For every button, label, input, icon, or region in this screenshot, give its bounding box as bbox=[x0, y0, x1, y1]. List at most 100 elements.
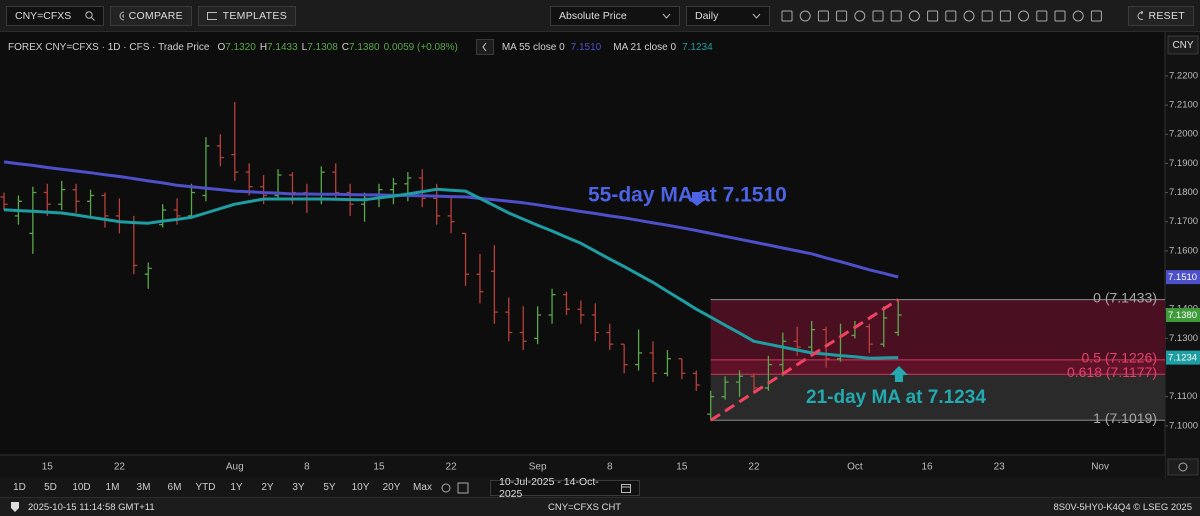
range-button[interactable]: 10D bbox=[72, 482, 91, 493]
status-right: 8S0V-5HY0-K4Q4 © LSEG 2025 bbox=[1053, 501, 1193, 513]
tool-icon[interactable] bbox=[890, 10, 902, 21]
shield-icon bbox=[11, 502, 19, 512]
x-axis-panel bbox=[0, 455, 1165, 478]
ohlc-item: H7.1433 bbox=[260, 42, 298, 53]
moving-average bbox=[3, 187, 899, 360]
x-tick-label: 15 bbox=[373, 462, 385, 473]
y-tick-label: 7.2200 bbox=[1169, 70, 1198, 81]
tool-icon[interactable] bbox=[1036, 10, 1048, 21]
tool-icon[interactable] bbox=[817, 10, 829, 21]
x-tick-label: 22 bbox=[748, 462, 760, 473]
price-mode-dropdown[interactable]: Absolute Price bbox=[550, 5, 680, 26]
tool-icon[interactable] bbox=[1090, 10, 1102, 21]
range-button[interactable]: 1D bbox=[13, 482, 26, 493]
x-tick-label: Oct bbox=[847, 462, 863, 473]
x-tick-label: 22 bbox=[114, 462, 126, 473]
ma-legend-item: MA 55 close 0 7.1510 bbox=[502, 42, 601, 53]
fib-label: 1 (7.1019) bbox=[1093, 410, 1157, 426]
currency: CNY bbox=[1172, 40, 1193, 51]
status-bar: 2025-10-15 11:14:58 GMT+11 CNY=CFXS CHT … bbox=[0, 497, 1200, 516]
range-button[interactable]: 1M bbox=[105, 482, 120, 493]
templates-button[interactable]: TEMPLATES bbox=[198, 5, 296, 26]
ma-legend-value: 7.1510 bbox=[570, 41, 602, 53]
range-button[interactable]: 5D bbox=[44, 482, 57, 493]
tool-icon[interactable] bbox=[1072, 10, 1084, 21]
fib-zone bbox=[710, 374, 1165, 421]
y-axis-panel bbox=[1165, 32, 1200, 478]
ohlc-key: C bbox=[341, 41, 350, 53]
range-button[interactable]: 6M bbox=[167, 482, 182, 493]
instrument: FOREX CNY=CFXS · 1D · CFS · Trade Price bbox=[8, 41, 210, 53]
axis-marker bbox=[1166, 308, 1200, 323]
x-tick-label: Aug bbox=[226, 462, 244, 473]
interval-dropdown[interactable]: Daily bbox=[686, 5, 770, 26]
ohlc-item: L7.1308 bbox=[302, 42, 338, 53]
ohlc-readout: O7.1320 H7.1433 L7.1308 C7.1380 bbox=[217, 42, 379, 53]
tool-icon[interactable] bbox=[945, 10, 957, 21]
x-tick-label: Nov bbox=[1091, 462, 1109, 473]
range-button[interactable]: YTD bbox=[195, 482, 216, 493]
range-button[interactable]: 20Y bbox=[382, 482, 401, 493]
y-tick-label: 7.1900 bbox=[1169, 158, 1198, 169]
chevron bbox=[662, 13, 671, 19]
tool-icons bbox=[781, 10, 1102, 21]
y-tick-label: 7.2100 bbox=[1169, 100, 1198, 111]
tool-icon[interactable] bbox=[927, 10, 939, 21]
date-range-text: 10-Jul-2025 - 14-Oct-2025 bbox=[499, 475, 599, 500]
ohlc-key: O bbox=[217, 41, 226, 53]
symbol-search[interactable]: CNY=CFXS bbox=[6, 5, 104, 26]
tool-icon[interactable] bbox=[1054, 10, 1066, 21]
x-tick-label: 16 bbox=[921, 462, 933, 473]
range-icons bbox=[441, 482, 469, 493]
x-tick-label: 8 bbox=[607, 462, 613, 473]
tool-icon[interactable] bbox=[908, 10, 920, 21]
tool-icon[interactable] bbox=[963, 10, 975, 21]
tool-icon[interactable] bbox=[872, 10, 884, 21]
reset-button[interactable]: RESET bbox=[1128, 5, 1194, 26]
ma-legend-item: MA 21 close 0 7.1234 bbox=[613, 42, 712, 53]
tool-icon[interactable] bbox=[1018, 10, 1030, 21]
tool-icon[interactable] bbox=[799, 10, 811, 21]
tool-icon[interactable] bbox=[781, 10, 793, 21]
date-range[interactable]: 10-Jul-2025 - 14-Oct-2025 bbox=[490, 476, 640, 500]
ohlc-value: 7.1320 bbox=[225, 41, 256, 53]
symbol: CNY=CFXS bbox=[15, 9, 72, 22]
annotation: 21-day MA at 7.1234 bbox=[806, 387, 986, 408]
tool-icon[interactable] bbox=[854, 10, 866, 21]
tool-icon[interactable] bbox=[836, 10, 848, 21]
ohlc-value: 7.1433 bbox=[267, 41, 298, 53]
fib-zone bbox=[710, 299, 1165, 360]
toolbar: CNY=CFXS COMPARE TEMPLATES Absolute Pric… bbox=[0, 0, 1200, 32]
range-buttons: 1D 5D 10D 1M 3M 6M YTD 1Y 2Y 3Y 5Y 10Y 20Y Max bbox=[4, 482, 438, 493]
fib-label: 0.5 (7.1226) bbox=[1082, 350, 1158, 366]
settings-button[interactable] bbox=[1167, 458, 1199, 476]
y-tick-label: 7.1600 bbox=[1169, 245, 1198, 256]
range-button[interactable]: 1Y bbox=[230, 482, 243, 493]
plus-icon bbox=[119, 11, 124, 20]
range-button[interactable]: 2Y bbox=[261, 482, 274, 493]
fib-zone bbox=[710, 359, 1165, 375]
range-button[interactable]: 3M bbox=[136, 482, 151, 493]
range-button[interactable]: 5Y bbox=[323, 482, 336, 493]
tool-icon[interactable] bbox=[999, 10, 1011, 21]
ohlc-item: C7.1380 bbox=[342, 42, 380, 53]
axis-marker bbox=[1166, 270, 1200, 285]
fib-label: 0.618 (7.1177) bbox=[1067, 364, 1157, 380]
chart: CNY 7.10007.11007.13007.14007.16007.1700… bbox=[0, 32, 1200, 478]
ohlc-value: 7.1380 bbox=[349, 41, 380, 53]
range-button[interactable]: 3Y bbox=[292, 482, 305, 493]
chevron bbox=[752, 13, 761, 19]
y-tick-label: 7.1700 bbox=[1169, 216, 1198, 227]
tool-icon[interactable] bbox=[981, 10, 993, 21]
range-button[interactable]: Max bbox=[413, 482, 432, 493]
compare-button[interactable]: COMPARE bbox=[110, 5, 192, 26]
range-button[interactable]: 10Y bbox=[351, 482, 370, 493]
fib-label: 0 (7.1433) bbox=[1093, 289, 1157, 305]
interval: Daily bbox=[695, 9, 719, 22]
currency-box[interactable] bbox=[1167, 35, 1199, 55]
collapse-button[interactable] bbox=[475, 39, 494, 55]
ma-legend-name: MA 21 close 0 bbox=[613, 41, 677, 53]
ohlc-item: O7.1320 bbox=[217, 42, 255, 53]
range-bar: 1D 5D 10D 1M 3M 6M YTD 1Y 2Y 3Y 5Y 10Y 20Y Max 10-Jul… bbox=[0, 476, 1200, 500]
